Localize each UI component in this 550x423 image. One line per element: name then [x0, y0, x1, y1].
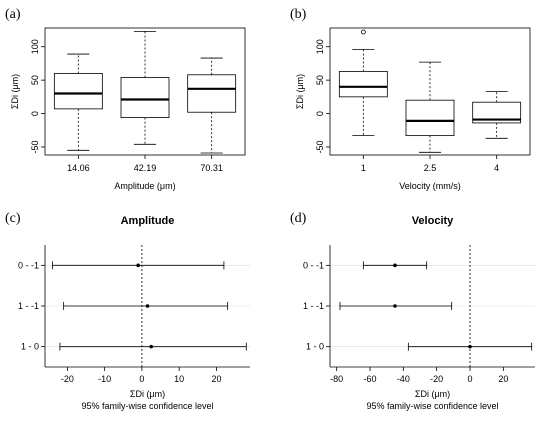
- y-tick-label: 0 - -1: [303, 260, 324, 270]
- y-tick-label: 100: [315, 39, 325, 54]
- x-tick-label: -40: [397, 374, 410, 384]
- panel-label: (d): [290, 211, 307, 226]
- box-iqr: [53, 73, 103, 110]
- x-axis-title: ΣDi (μm): [130, 389, 165, 399]
- box-iqr: [405, 99, 455, 137]
- x-axis-title: ΣDi (μm): [415, 389, 450, 399]
- ci-estimate-point: [393, 304, 397, 308]
- x-axis-subtitle: 95% family-wise confidence level: [366, 401, 498, 411]
- x-tick-label: -20: [61, 374, 74, 384]
- x-tick-label: 70.31: [200, 163, 223, 173]
- outlier-point: [360, 29, 366, 35]
- y-tick-label: 1 - 0: [306, 342, 324, 352]
- x-tick-label: 14.06: [67, 163, 90, 173]
- x-tick-label: 20: [498, 374, 508, 384]
- x-tick-label: 10: [174, 374, 184, 384]
- x-tick-label: 20: [211, 374, 221, 384]
- x-tick-label: -20: [430, 374, 443, 384]
- y-axis-title: ΣDi (μm): [295, 74, 305, 109]
- x-axis-title: Amplitude (μm): [114, 181, 175, 191]
- x-tick-label: -60: [363, 374, 376, 384]
- panel-label: (c): [5, 211, 21, 226]
- y-axis-title: ΣDi (μm): [10, 74, 20, 109]
- ci-estimate-point: [468, 344, 472, 349]
- x-tick-label: 0: [467, 374, 472, 384]
- y-tick-label: -50: [315, 140, 325, 153]
- x-tick-label: -10: [98, 374, 111, 384]
- x-tick-label: 42.19: [134, 163, 157, 173]
- x-tick-label: -80: [330, 374, 343, 384]
- box-iqr: [187, 74, 237, 113]
- y-tick-label: 50: [315, 75, 325, 85]
- y-tick-label: 0 - -1: [18, 260, 39, 270]
- ci-estimate-point: [145, 304, 150, 308]
- panel-title: Amplitude: [121, 215, 175, 227]
- ci-estimate-point: [149, 344, 154, 349]
- y-tick-label: 0: [30, 111, 40, 116]
- x-tick-label: 1: [361, 163, 366, 173]
- y-tick-label: 0: [315, 111, 325, 116]
- y-tick-label: 100: [30, 39, 40, 54]
- box-iqr: [338, 71, 388, 98]
- x-tick-label: 4: [494, 163, 499, 173]
- x-tick-label: 2.5: [424, 163, 437, 173]
- ci-estimate-point: [393, 263, 397, 268]
- x-tick-label: 0: [139, 374, 144, 384]
- x-axis-title: Velocity (mm/s): [399, 181, 461, 191]
- y-tick-label: -50: [30, 140, 40, 153]
- panel-label: (a): [5, 7, 21, 22]
- box-iqr: [120, 77, 170, 118]
- ci-estimate-point: [136, 263, 140, 268]
- y-tick-label: 50: [30, 75, 40, 85]
- box-iqr: [472, 101, 522, 124]
- y-tick-label: 1 - -1: [18, 301, 39, 311]
- panel-label: (b): [290, 7, 307, 22]
- x-axis-subtitle: 95% family-wise confidence level: [81, 401, 213, 411]
- y-tick-label: 1 - -1: [303, 301, 324, 311]
- y-tick-label: 1 - 0: [21, 342, 39, 352]
- panel-title: Velocity: [412, 215, 454, 227]
